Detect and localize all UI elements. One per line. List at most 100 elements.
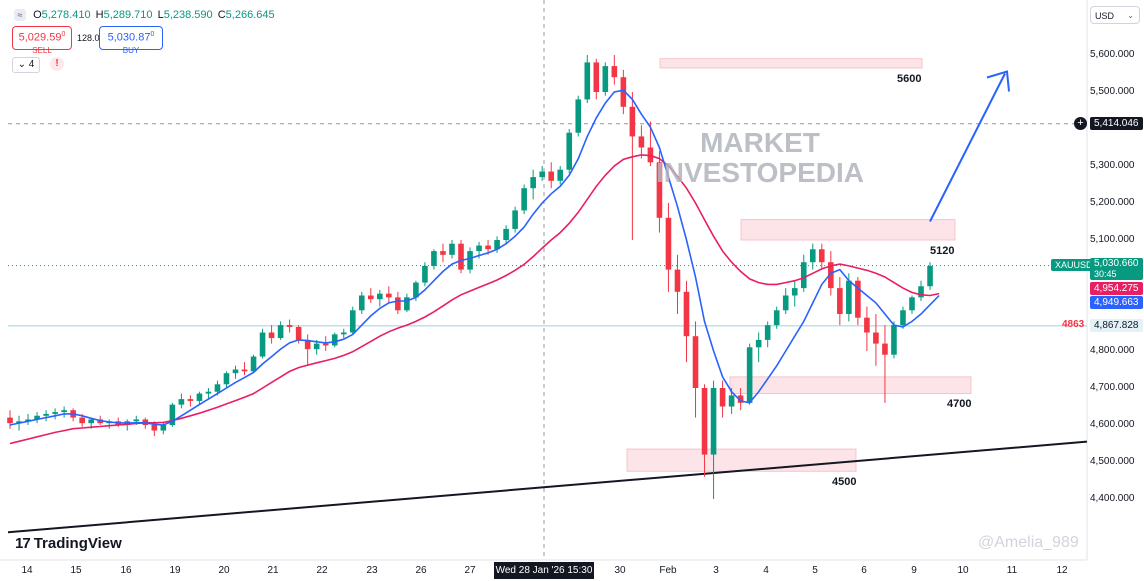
time-tick-label: 30 [614, 565, 626, 576]
candle-body [737, 395, 744, 403]
time-tick-label: 3 [713, 565, 719, 576]
candle [304, 334, 311, 366]
chevron-down-icon: ⌄ [1127, 11, 1134, 20]
candle-body [882, 343, 888, 355]
candle-body [819, 249, 825, 263]
candle-body [241, 369, 248, 372]
time-tick-label: 26 [415, 565, 427, 576]
candle-body [593, 62, 600, 92]
candle [656, 151, 663, 233]
candle-body [88, 419, 94, 424]
candle [241, 362, 248, 376]
candle-body [512, 210, 518, 229]
candle [232, 365, 239, 379]
zone-5120 [740, 219, 956, 241]
candle [882, 325, 888, 403]
candle [205, 388, 212, 400]
candle-body [927, 265, 933, 287]
candle-body [548, 171, 554, 181]
candle-body [313, 343, 320, 350]
price-tick-label: 5,200.000 [1090, 197, 1135, 208]
price-tick-label: 4,400.000 [1090, 493, 1135, 504]
candle-body [530, 177, 536, 189]
candle-body [485, 245, 491, 250]
candle [377, 289, 383, 307]
candle-body [286, 325, 293, 327]
candle [584, 55, 591, 104]
zone-label-4700: 4700 [947, 398, 972, 410]
price-tick-label: 5,300.000 [1090, 160, 1135, 171]
candle-body [846, 280, 852, 314]
candle [837, 277, 843, 326]
alert-icon[interactable]: ! [50, 57, 64, 71]
time-tick-label: 9 [911, 565, 917, 576]
candle [539, 166, 545, 181]
time-tick-label: 4 [763, 565, 769, 576]
candle-body [43, 413, 49, 416]
candle [52, 408, 58, 420]
candle [530, 169, 536, 200]
candle [43, 410, 49, 422]
candle-body [250, 356, 257, 372]
time-tick-label: 6 [861, 565, 867, 576]
candle [909, 295, 915, 314]
candle-body [7, 417, 13, 424]
candle-body [61, 410, 67, 413]
candle-countdown: 30:45 [1094, 268, 1117, 279]
candle [891, 321, 897, 359]
high-key: H [95, 9, 104, 21]
candle-body [413, 282, 419, 298]
candle [178, 393, 185, 409]
candle-body [178, 399, 185, 405]
candle [873, 314, 879, 366]
candle-body [620, 77, 627, 107]
time-tick-label: 12 [1056, 565, 1068, 576]
price-tick-label: 5,100.000 [1090, 234, 1135, 245]
time-tick-label: 27 [464, 565, 476, 576]
candle-body [259, 332, 266, 357]
candle [674, 254, 681, 314]
candle-body [377, 293, 383, 300]
candle-body [773, 310, 780, 326]
candle-body [422, 265, 428, 283]
candle [575, 95, 582, 137]
candle [331, 332, 338, 348]
candle-body [665, 217, 672, 270]
candle [791, 280, 798, 307]
candle [512, 206, 518, 233]
indicator-count: 4 [28, 59, 35, 70]
low-key: L [157, 9, 164, 21]
sell-button[interactable]: 5,029.590 SELL [12, 26, 72, 55]
candle [395, 291, 401, 314]
candle-body [160, 425, 167, 431]
candle-body [151, 425, 158, 431]
candle [719, 380, 726, 418]
candle [620, 69, 627, 115]
candle-body [746, 347, 753, 403]
candle-body [837, 288, 843, 314]
crosshair-price-badge: 5,414.046 [1090, 116, 1143, 130]
candle-body [331, 334, 338, 346]
indicators-toggle[interactable]: ⌄ 4 [12, 57, 40, 73]
candle [61, 406, 67, 418]
candle-body [674, 269, 681, 292]
candle-body [701, 388, 708, 455]
candle-body [800, 262, 807, 289]
candle-body [187, 399, 194, 401]
candle [169, 402, 176, 427]
projection-arrow-head [986, 70, 1010, 92]
candle-body [295, 326, 302, 340]
plus-icon[interactable]: + [1074, 117, 1087, 130]
candle [223, 371, 230, 388]
buy-button[interactable]: 5,030.870 BUY [99, 26, 163, 55]
watermark-line-2: INVESTOPEDIA [656, 157, 864, 188]
candle-body [52, 412, 58, 414]
candle [900, 306, 906, 329]
currency-select[interactable]: USD ⌄ [1090, 6, 1140, 24]
open-key: O [33, 9, 42, 21]
candle [737, 388, 744, 411]
candle-body [449, 243, 455, 255]
candle [764, 321, 771, 348]
candle [422, 262, 428, 287]
